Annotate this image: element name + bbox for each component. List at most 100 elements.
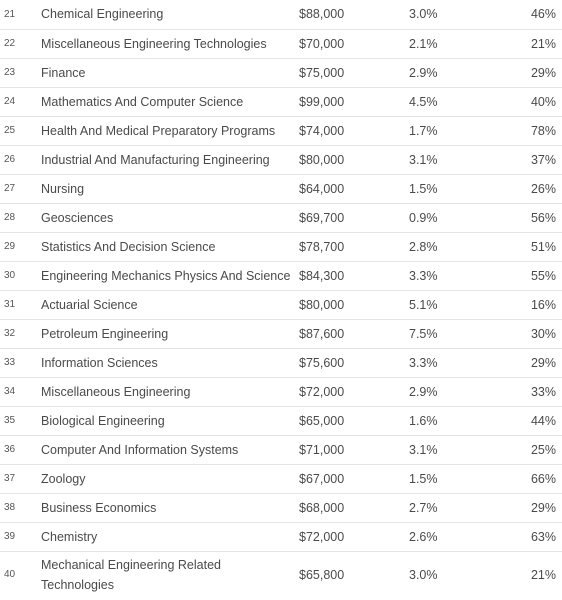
rank-cell: 38 (4, 502, 16, 513)
unemployment-cell: 1.5% (409, 471, 438, 486)
table-row: 25 Health And Medical Preparatory Program… (0, 116, 562, 145)
percent-cell: 29% (530, 355, 556, 370)
salary-cell: $65,000 (299, 413, 345, 428)
table-row: 33 Information Sciences $75,600 3.3% 29% (0, 348, 562, 377)
major-cell: Computer And Information Systems (41, 442, 239, 457)
major-cell: Mechanical Engineering Related Technolog… (41, 557, 221, 592)
major-cell: Mathematics And Computer Science (41, 94, 244, 109)
rank-cell: 33 (4, 357, 16, 368)
rank-cell: 34 (4, 386, 16, 397)
major-cell: Information Sciences (41, 355, 158, 370)
salary-cell: $65,800 (299, 567, 345, 582)
salary-cell: $72,000 (299, 529, 345, 544)
percent-cell: 44% (530, 413, 556, 428)
table-row: 40 Mechanical Engineering Related Technol… (0, 551, 562, 598)
unemployment-cell: 2.1% (409, 36, 438, 51)
major-cell: Biological Engineering (41, 413, 165, 428)
salary-cell: $88,000 (299, 7, 345, 22)
percent-cell: 21% (530, 36, 556, 51)
rank-cell: 39 (4, 531, 16, 542)
percent-cell: 21% (530, 567, 556, 582)
rank-cell: 23 (4, 67, 16, 78)
rank-cell: 27 (4, 183, 16, 194)
unemployment-cell: 3.1% (409, 152, 438, 167)
salary-cell: $74,000 (299, 123, 345, 138)
rank-cell: 22 (4, 38, 16, 49)
percent-cell: 56% (530, 210, 556, 225)
table-row: 23 Finance $75,000 2.9% 29% (0, 58, 562, 87)
unemployment-cell: 3.0% (409, 7, 438, 22)
rank-cell: 24 (4, 96, 16, 107)
rank-cell: 28 (4, 212, 16, 223)
table-row: 38 Business Economics $68,000 2.7% 29% (0, 493, 562, 522)
major-cell: Industrial And Manufacturing Engineering (41, 152, 270, 167)
major-cell: Actuarial Science (41, 297, 138, 312)
salary-cell: $80,000 (299, 152, 345, 167)
table-row: 26 Industrial And Manufacturing Engineeri… (0, 145, 562, 174)
salary-cell: $99,000 (299, 94, 345, 109)
table-row: 21 Chemical Engineering $88,000 3.0% 46% (0, 0, 562, 29)
salary-cell: $78,700 (299, 239, 345, 254)
table-row: 24 Mathematics And Computer Science $99,00… (0, 87, 562, 116)
table-row: 28 Geosciences $69,700 0.9% 56% (0, 203, 562, 232)
table-row: 35 Biological Engineering $65,000 1.6% 44% (0, 406, 562, 435)
major-cell: Petroleum Engineering (41, 326, 169, 341)
salary-cell: $75,600 (299, 355, 345, 370)
rank-cell: 31 (4, 299, 16, 310)
rank-cell: 36 (4, 444, 16, 455)
major-cell: Statistics And Decision Science (41, 239, 216, 254)
salary-cell: $67,000 (299, 471, 345, 486)
salary-cell: $70,000 (299, 36, 345, 51)
unemployment-cell: 2.7% (409, 500, 438, 515)
percent-cell: 55% (530, 268, 556, 283)
rank-cell: 21 (4, 8, 16, 20)
table-row: 27 Nursing $64,000 1.5% 26% (0, 174, 562, 203)
unemployment-cell: 3.3% (409, 268, 438, 283)
rank-cell: 40 (4, 569, 16, 581)
major-cell: Business Economics (41, 500, 157, 515)
percent-cell: 78% (530, 123, 556, 138)
rank-cell: 26 (4, 154, 16, 165)
percent-cell: 63% (530, 529, 556, 544)
table-row: 37 Zoology $67,000 1.5% 66% (0, 464, 562, 493)
rank-cell: 37 (4, 473, 16, 484)
major-cell: Chemistry (41, 529, 98, 544)
percent-cell: 66% (530, 471, 556, 486)
salary-cell: $69,700 (299, 210, 345, 225)
major-cell: Finance (41, 65, 86, 80)
table-row: 36 Computer And Information Systems $71,00… (0, 435, 562, 464)
percent-cell: 37% (530, 152, 556, 167)
unemployment-cell: 3.3% (409, 355, 438, 370)
percent-cell: 30% (530, 326, 556, 341)
percent-cell: 26% (530, 181, 556, 196)
table-row: 32 Petroleum Engineering $87,600 7.5% 30% (0, 319, 562, 348)
percent-cell: 33% (530, 384, 556, 399)
unemployment-cell: 0.9% (409, 210, 438, 225)
unemployment-cell: 1.6% (409, 413, 438, 428)
table-row: 30 Engineering Mechanics Physics And Scie… (0, 261, 562, 290)
major-cell: Zoology (41, 471, 86, 486)
table-row: 31 Actuarial Science $80,000 5.1% 16% (0, 290, 562, 319)
unemployment-cell: 2.9% (409, 65, 438, 80)
unemployment-cell: 2.8% (409, 239, 438, 254)
major-cell: Health And Medical Preparatory Programs (41, 123, 276, 138)
rank-cell: 32 (4, 328, 16, 339)
salary-cell: $75,000 (299, 65, 345, 80)
unemployment-cell: 1.7% (409, 123, 438, 138)
table-row: 29 Statistics And Decision Science $78,700… (0, 232, 562, 261)
percent-cell: 51% (530, 239, 556, 254)
percent-cell: 25% (530, 442, 556, 457)
unemployment-cell: 7.5% (409, 326, 438, 341)
major-cell: Nursing (41, 181, 85, 196)
percent-cell: 16% (530, 297, 556, 312)
salary-cell: $87,600 (299, 326, 345, 341)
major-cell: Geosciences (41, 210, 114, 225)
unemployment-cell: 4.5% (409, 94, 438, 109)
rank-cell: 29 (4, 241, 16, 252)
percent-cell: 40% (530, 94, 556, 109)
table-row: 34 Miscellaneous Engineering $72,000 2.9% 33… (0, 377, 562, 406)
percent-cell: 46% (530, 7, 556, 22)
unemployment-cell: 2.9% (409, 384, 438, 399)
percent-cell: 29% (530, 65, 556, 80)
